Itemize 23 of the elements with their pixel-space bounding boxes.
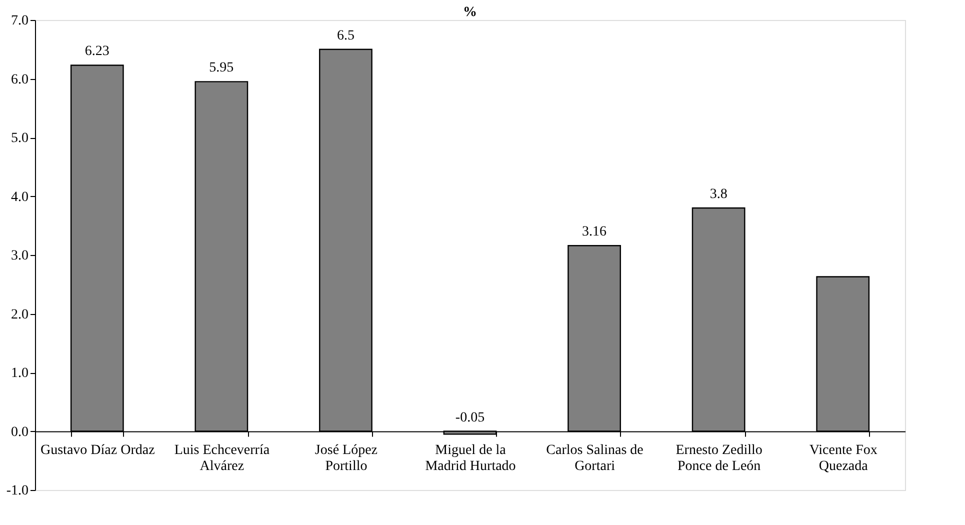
data-label: 6.23 bbox=[84, 44, 110, 60]
x-tick-label: Ernesto Zedillo Ponce de León bbox=[676, 442, 762, 474]
chart-title: % bbox=[463, 5, 477, 20]
y-tick-label: 6.0 bbox=[11, 72, 28, 88]
x-tick-label: Luis Echceverría Alvárez bbox=[174, 442, 270, 474]
x-tick-label: Vicente Fox Quezada bbox=[809, 442, 878, 474]
data-label: 3.16 bbox=[582, 224, 607, 240]
data-label: 5.95 bbox=[209, 60, 234, 76]
x-tick-label: José López Portillo bbox=[314, 442, 378, 474]
y-tick-label: 3.0 bbox=[11, 248, 28, 264]
data-label: 3.8 bbox=[710, 187, 728, 202]
y-tick-label: 5.0 bbox=[11, 131, 28, 146]
y-tick-label: 1.0 bbox=[11, 366, 28, 381]
data-label: 6.5 bbox=[336, 28, 354, 44]
y-tick-label: 7.0 bbox=[11, 14, 28, 28]
y-tick-label: 2.0 bbox=[11, 307, 28, 322]
x-tick-label: Carlos Salinas de Gortari bbox=[546, 442, 644, 474]
y-tick-label: 0.0 bbox=[11, 424, 28, 440]
y-tick-label: 4.0 bbox=[11, 190, 28, 205]
y-tick-label: -1.0 bbox=[6, 484, 28, 498]
data-label: -0.05 bbox=[455, 410, 485, 426]
x-tick-label: Miguel de la Madrid Hurtado bbox=[425, 442, 516, 474]
x-tick-label: Gustavo Díaz Ordaz bbox=[40, 442, 155, 458]
